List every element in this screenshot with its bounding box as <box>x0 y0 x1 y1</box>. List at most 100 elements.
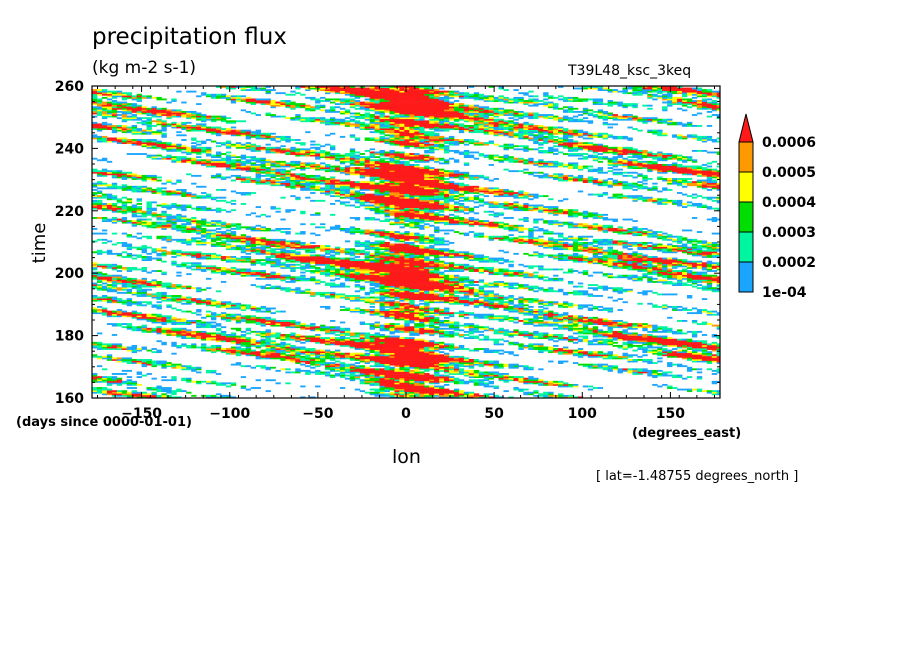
heatmap-cell <box>399 359 405 361</box>
heatmap-cell <box>533 313 539 316</box>
heatmap-cell <box>597 354 604 357</box>
heatmap-cell <box>473 373 480 375</box>
heatmap-cell <box>384 296 390 299</box>
heatmap-cell <box>473 293 480 296</box>
heatmap-cell <box>553 302 559 305</box>
heatmap-cell <box>434 393 440 396</box>
heatmap-cell <box>419 266 425 269</box>
heatmap-cell <box>701 287 708 290</box>
heatmap-cell <box>275 354 281 357</box>
heatmap-cell <box>111 285 118 288</box>
heatmap-cell <box>463 277 470 280</box>
heatmap-cell <box>667 387 673 389</box>
heatmap-cell <box>444 301 450 304</box>
heatmap-cell <box>434 390 440 393</box>
heatmap-cell <box>181 335 187 338</box>
heatmap-cell <box>434 323 440 325</box>
heatmap-cell <box>196 330 202 333</box>
heatmap-cell <box>434 266 440 269</box>
heatmap-cell <box>439 376 445 379</box>
heatmap-cell <box>414 290 420 293</box>
heatmap-cell <box>151 284 157 286</box>
heatmap-cell <box>384 273 390 276</box>
heatmap-cell <box>384 349 390 352</box>
heatmap-cell <box>215 313 222 316</box>
heatmap-cell <box>647 326 653 329</box>
heatmap-cell <box>563 337 569 340</box>
heatmap-cell <box>493 341 499 344</box>
heatmap-cell <box>379 363 385 366</box>
heatmap-cell <box>672 338 678 341</box>
heatmap-cell <box>622 276 628 279</box>
heatmap-cell <box>439 312 445 315</box>
heatmap-cell <box>473 396 480 398</box>
heatmap-cell <box>419 293 425 296</box>
heatmap-cell <box>295 368 301 371</box>
heatmap-cell <box>523 368 529 371</box>
heatmap-cell <box>513 310 519 313</box>
heatmap-cell <box>468 373 475 375</box>
heatmap-cell <box>667 351 673 354</box>
heatmap-cell <box>602 357 609 360</box>
heatmap-cell <box>359 334 366 336</box>
heatmap-cell <box>523 321 529 324</box>
heatmap-cell <box>359 266 366 269</box>
heatmap-cell <box>384 385 390 388</box>
heatmap-cell <box>121 277 128 280</box>
heatmap-cell <box>389 312 395 315</box>
heatmap-cell <box>424 373 430 375</box>
heatmap-cell <box>681 276 688 279</box>
heatmap-cell <box>637 341 643 344</box>
heatmap-cell <box>652 369 658 372</box>
heatmap-cell <box>379 338 385 341</box>
heatmap-cell <box>305 324 311 327</box>
heatmap-cell <box>240 304 247 307</box>
heatmap-cell <box>176 309 182 311</box>
heatmap-cell <box>344 276 351 279</box>
heatmap-cell <box>582 270 589 272</box>
heatmap-cell <box>389 282 395 285</box>
heatmap-cell <box>379 274 385 277</box>
heatmap-cell <box>538 315 544 318</box>
heatmap-cell <box>389 349 395 352</box>
heatmap-cell <box>424 279 430 282</box>
heatmap-cell <box>334 363 341 366</box>
heatmap-cell <box>662 374 668 377</box>
heatmap-cell <box>453 355 460 358</box>
heatmap-cell <box>295 335 301 338</box>
heatmap-cell <box>384 302 390 305</box>
heatmap-cell <box>339 352 346 355</box>
heatmap-cell <box>325 307 331 310</box>
heatmap-cell <box>384 355 390 358</box>
heatmap-cell <box>444 290 450 293</box>
heatmap-cell <box>320 360 326 363</box>
heatmap-cell <box>543 307 549 310</box>
heatmap-cell <box>444 394 450 397</box>
heatmap-cell <box>404 315 410 318</box>
heatmap-cell <box>414 279 420 282</box>
heatmap-cell <box>96 296 103 299</box>
heatmap-cell <box>389 310 395 313</box>
heatmap-cell <box>429 270 435 272</box>
heatmap-cell <box>320 362 326 364</box>
heatmap-cell <box>146 388 152 391</box>
heatmap-cell <box>622 354 628 357</box>
heatmap-cell <box>325 305 331 308</box>
heatmap-cell <box>121 310 128 313</box>
heatmap-cell <box>409 385 415 388</box>
heatmap-cell <box>558 348 564 350</box>
heatmap-cell <box>280 348 286 350</box>
heatmap-cell <box>414 271 420 274</box>
heatmap-cell <box>394 385 400 388</box>
heatmap-cell <box>473 302 480 305</box>
heatmap-cell <box>394 341 400 344</box>
heatmap-cell <box>245 338 252 341</box>
heatmap-cell <box>101 376 108 379</box>
heatmap-cell <box>126 326 133 329</box>
heatmap-cell <box>240 349 247 352</box>
heatmap-cell <box>429 312 435 315</box>
heatmap-cell <box>399 274 405 277</box>
heatmap-cell <box>270 265 276 268</box>
heatmap-cell <box>161 360 167 363</box>
heatmap-cell <box>701 268 708 271</box>
